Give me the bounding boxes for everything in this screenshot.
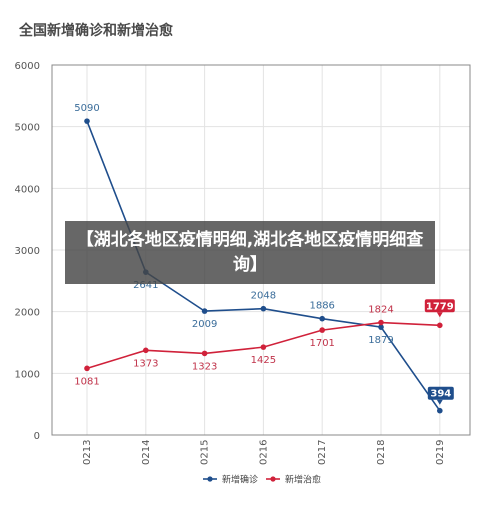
data-point-recovered	[378, 319, 384, 326]
legend-marker-recovered	[270, 476, 276, 482]
data-label-confirmed: 2048	[251, 291, 276, 302]
data-label-recovered: 1425	[251, 355, 276, 366]
chart-title: 全国新增确诊和新增治愈	[19, 23, 173, 39]
callout-pointer-confirmed	[436, 399, 443, 405]
data-label-recovered: 1824	[368, 305, 393, 316]
y-tick-label: 4000	[15, 184, 40, 195]
data-label-confirmed: 1886	[309, 301, 334, 312]
x-tick-label: 0216	[258, 440, 269, 465]
data-point-confirmed	[319, 315, 326, 322]
x-tick-label: 0213	[82, 440, 93, 465]
banner-text: 【湖北各地区疫情明细,湖北各地区疫情明细查询】	[76, 229, 424, 275]
y-tick-label: 5000	[15, 123, 40, 134]
data-label-recovered: 1081	[74, 376, 99, 387]
data-label-recovered: 1779	[426, 301, 454, 312]
x-tick-label: 0219	[435, 440, 446, 465]
plot-frame	[51, 64, 471, 436]
y-tick-label: 3000	[15, 246, 40, 257]
data-point-recovered	[84, 365, 90, 372]
overlay-banner: 【湖北各地区疫情明细,湖北各地区疫情明细查询】	[65, 221, 435, 284]
data-point-recovered	[201, 350, 208, 357]
data-point-confirmed	[378, 324, 384, 330]
y-tick-label: 6000	[15, 61, 40, 72]
data-label-confirmed: 1879	[368, 335, 393, 346]
data-point-confirmed	[84, 118, 90, 124]
data-label-confirmed: 2009	[192, 319, 217, 330]
data-label-recovered: 1701	[309, 338, 334, 349]
data-point-confirmed	[260, 305, 267, 312]
data-point-confirmed	[201, 308, 208, 314]
y-tick-label: 2000	[15, 308, 40, 319]
y-tick-label: 1000	[15, 369, 40, 380]
data-point-recovered	[319, 327, 326, 333]
data-label-confirmed: 2641	[133, 280, 158, 291]
y-tick-label: 0	[34, 431, 40, 442]
x-tick-label: 0217	[317, 440, 328, 465]
callout-box-recovered	[424, 299, 455, 313]
callout-pointer-recovered	[436, 312, 443, 318]
x-tick-label: 0214	[141, 440, 152, 465]
data-label-recovered: 1373	[133, 358, 158, 369]
data-point-recovered	[143, 347, 149, 354]
data-label-confirmed: 5090	[74, 103, 99, 114]
legend-marker-confirmed	[207, 476, 213, 482]
data-label-recovered: 1323	[192, 361, 217, 372]
callout-box-confirmed	[427, 386, 454, 400]
legend-label-confirmed: 新增确诊	[222, 474, 258, 486]
data-point-recovered	[437, 322, 443, 329]
legend-label-recovered: 新增治愈	[285, 474, 321, 486]
x-tick-label: 0215	[200, 440, 211, 465]
x-tick-label: 0218	[376, 440, 387, 465]
data-point-recovered	[260, 344, 267, 350]
data-point-confirmed	[437, 407, 443, 414]
data-label-confirmed: 394	[430, 389, 451, 400]
